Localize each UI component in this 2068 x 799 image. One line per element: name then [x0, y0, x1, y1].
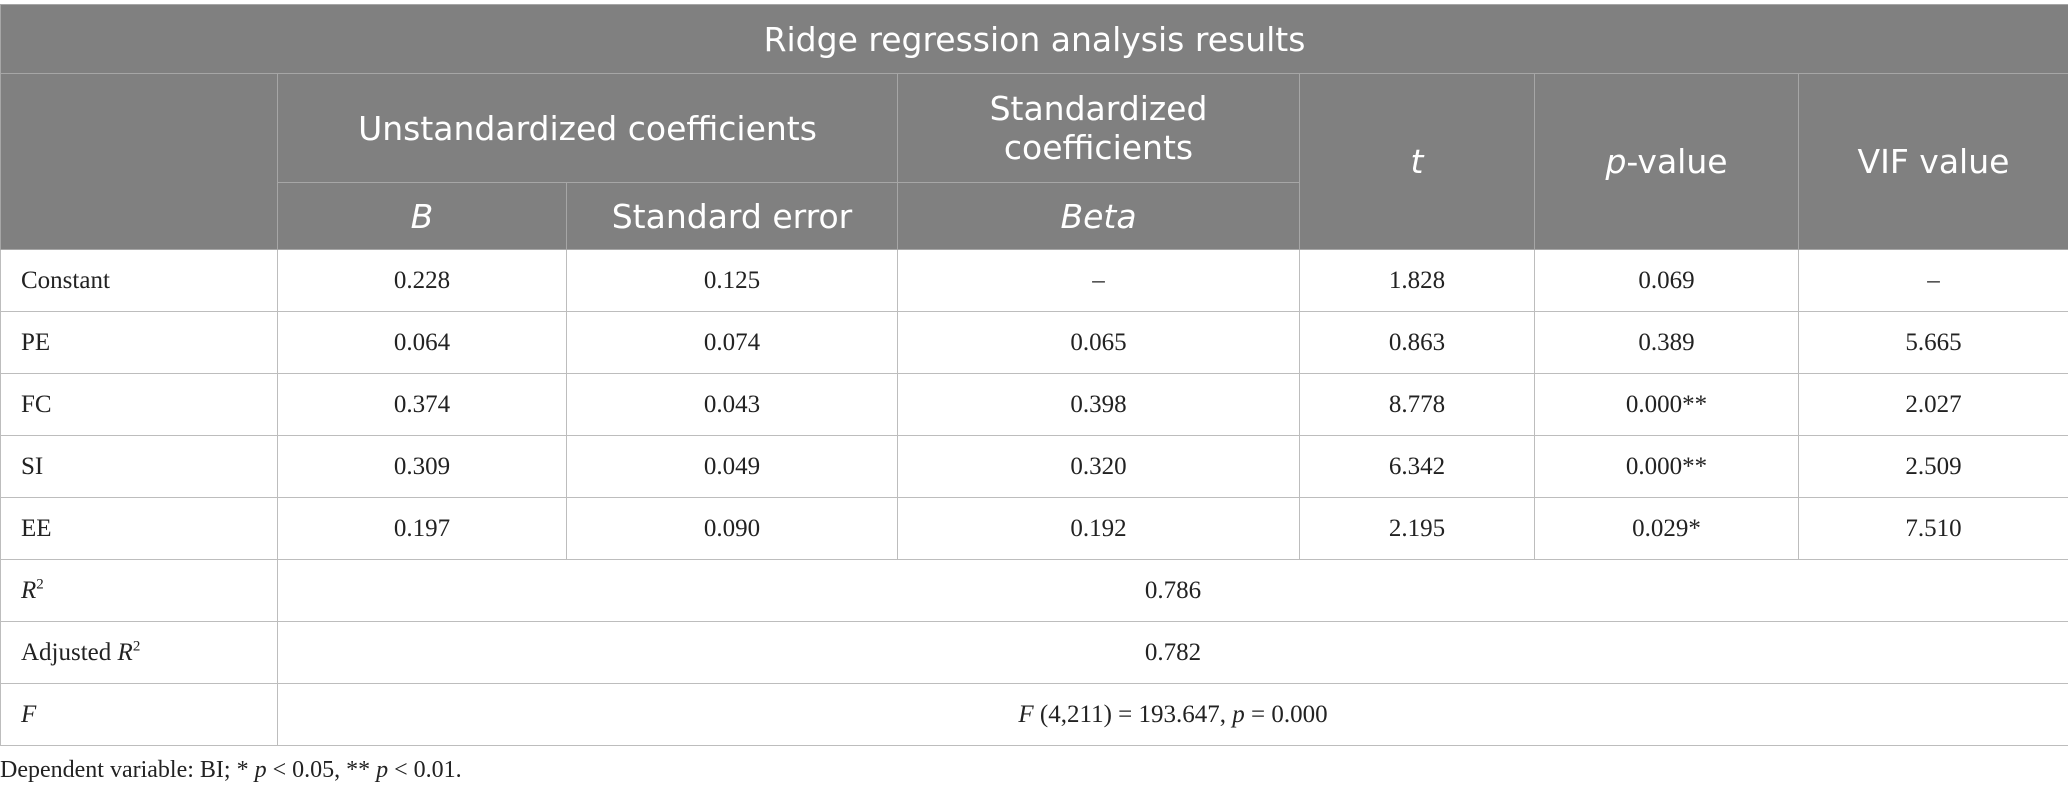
cell-t: 8.778: [1299, 373, 1535, 436]
table-row: EE 0.197 0.090 0.192 2.195 0.029* 7.510: [0, 497, 2068, 560]
cell-se: 0.043: [566, 373, 898, 436]
table-row: Constant 0.228 0.125 – 1.828 0.069 –: [0, 249, 2068, 312]
r-squared-row: R2 0.786: [0, 559, 2068, 622]
cell-vif: 2.509: [1798, 435, 2068, 498]
footnote-mid: < 0.05, **: [266, 757, 377, 783]
cell-t: 2.195: [1299, 497, 1535, 560]
header-p-italic: p: [1605, 142, 1627, 181]
f-statistic-f: F: [1018, 700, 1034, 728]
header-b: B: [277, 182, 567, 250]
adjusted-r-squared-row: Adjusted R2 0.782: [0, 621, 2068, 684]
table-row: FC 0.374 0.043 0.398 8.778 0.000** 2.027: [0, 373, 2068, 436]
cell-t: 6.342: [1299, 435, 1535, 498]
f-statistic-mid: (4,211) = 193.647,: [1033, 700, 1233, 728]
header-beta: Beta: [897, 182, 1300, 250]
footnote-p2: p: [376, 757, 389, 783]
regression-table: Ridge regression analysis results Unstan…: [0, 4, 2068, 746]
header-unstandardized: Unstandardized coefficients: [277, 73, 898, 183]
cell-beta: 0.192: [897, 497, 1300, 560]
header-blank: [0, 73, 278, 250]
adjusted-r-squared-pre: Adjusted: [21, 638, 118, 666]
cell-b: 0.197: [277, 497, 567, 560]
cell-b: 0.228: [277, 249, 567, 312]
cell-vif: 7.510: [1798, 497, 2068, 560]
cell-beta: 0.398: [897, 373, 1300, 436]
adjusted-r-squared-value: 0.782: [277, 621, 2068, 684]
cell-p: 0.389: [1534, 311, 1799, 374]
cell-b: 0.309: [277, 435, 567, 498]
f-statistic-row: F F (4,211) = 193.647, p = 0.000: [0, 683, 2068, 746]
table-title: Ridge regression analysis results: [0, 4, 2068, 74]
cell-p: 0.000**: [1534, 435, 1799, 498]
row-label: EE: [0, 497, 278, 560]
cell-beta: –: [897, 249, 1300, 312]
header-p-value: p-value: [1534, 73, 1799, 250]
r-squared-label: R2: [0, 559, 278, 622]
row-label: FC: [0, 373, 278, 436]
header-vif: VIF value: [1798, 73, 2068, 250]
r-squared-value: 0.786: [277, 559, 2068, 622]
cell-b: 0.064: [277, 311, 567, 374]
cell-vif: 5.665: [1798, 311, 2068, 374]
f-statistic-label: F: [0, 683, 278, 746]
f-statistic-value: F (4,211) = 193.647, p = 0.000: [277, 683, 2068, 746]
cell-p: 0.000**: [1534, 373, 1799, 436]
cell-se: 0.125: [566, 249, 898, 312]
cell-b: 0.374: [277, 373, 567, 436]
cell-vif: 2.027: [1798, 373, 2068, 436]
r-squared-sup: 2: [36, 576, 44, 593]
f-statistic-tail: = 0.000: [1244, 700, 1328, 728]
cell-beta: 0.320: [897, 435, 1300, 498]
r-squared-r: R: [21, 576, 37, 604]
row-label: PE: [0, 311, 278, 374]
footnote-p1: p: [254, 757, 267, 783]
cell-vif: –: [1798, 249, 2068, 312]
cell-t: 0.863: [1299, 311, 1535, 374]
adjusted-r-squared-label: Adjusted R2: [0, 621, 278, 684]
adjusted-r-squared-r: R: [117, 638, 133, 666]
cell-se: 0.090: [566, 497, 898, 560]
f-statistic-p: p: [1232, 700, 1245, 728]
cell-se: 0.049: [566, 435, 898, 498]
cell-t: 1.828: [1299, 249, 1535, 312]
row-label: SI: [0, 435, 278, 498]
row-label: Constant: [0, 249, 278, 312]
header-p-rest: -value: [1626, 142, 1728, 181]
cell-p: 0.029*: [1534, 497, 1799, 560]
footnote-tail: < 0.01.: [388, 757, 462, 783]
cell-p: 0.069: [1534, 249, 1799, 312]
table-row: PE 0.064 0.074 0.065 0.863 0.389 5.665: [0, 311, 2068, 374]
cell-se: 0.074: [566, 311, 898, 374]
header-standard-error: Standard error: [566, 182, 898, 250]
regression-table-container: Ridge regression analysis results Unstan…: [0, 4, 2068, 746]
table-row: SI 0.309 0.049 0.320 6.342 0.000** 2.509: [0, 435, 2068, 498]
footnote-pre: Dependent variable: BI; *: [0, 757, 255, 783]
table-footnote: Dependent variable: BI; * p < 0.05, ** p…: [0, 757, 462, 784]
adjusted-r-squared-sup: 2: [132, 638, 141, 655]
header-t: t: [1299, 73, 1535, 250]
header-standardized: Standardized coefficients: [897, 73, 1300, 183]
cell-beta: 0.065: [897, 311, 1300, 374]
